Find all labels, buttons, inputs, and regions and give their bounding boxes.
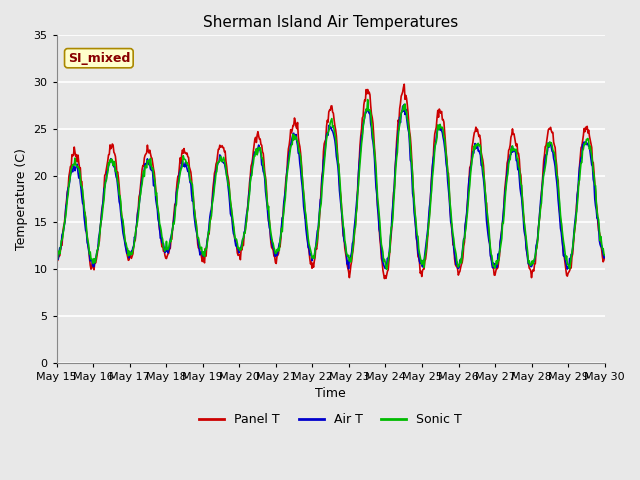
Panel T: [53, 252, 61, 258]
Air T: [119, 230, 127, 236]
Air T: [53, 258, 61, 264]
Air T: [204, 235, 211, 240]
Air T: [563, 266, 571, 272]
Sonic T: [415, 246, 422, 252]
Sonic T: [63, 204, 70, 210]
X-axis label: Time: Time: [316, 387, 346, 400]
Panel T: [119, 221, 127, 227]
Sonic T: [53, 258, 61, 264]
Y-axis label: Temperature (C): Temperature (C): [15, 148, 28, 250]
Panel T: [381, 276, 388, 281]
Air T: [401, 102, 408, 108]
Air T: [175, 179, 182, 184]
Sonic T: [383, 266, 390, 272]
Panel T: [601, 252, 609, 258]
Panel T: [401, 81, 408, 87]
Sonic T: [204, 237, 211, 243]
Sonic T: [364, 96, 371, 102]
Line: Panel T: Panel T: [57, 84, 605, 278]
Line: Air T: Air T: [57, 105, 605, 269]
Air T: [63, 201, 70, 206]
Sonic T: [601, 252, 609, 258]
Panel T: [63, 196, 70, 202]
Text: SI_mixed: SI_mixed: [68, 52, 130, 65]
Title: Sherman Island Air Temperatures: Sherman Island Air Temperatures: [203, 15, 458, 30]
Panel T: [398, 91, 406, 97]
Legend: Panel T, Air T, Sonic T: Panel T, Air T, Sonic T: [195, 408, 467, 431]
Sonic T: [399, 108, 406, 113]
Sonic T: [119, 217, 127, 223]
Sonic T: [175, 180, 182, 185]
Panel T: [415, 255, 422, 261]
Air T: [414, 250, 422, 256]
Air T: [601, 253, 609, 259]
Panel T: [175, 173, 182, 179]
Panel T: [204, 236, 211, 241]
Line: Sonic T: Sonic T: [57, 99, 605, 269]
Air T: [397, 110, 405, 116]
